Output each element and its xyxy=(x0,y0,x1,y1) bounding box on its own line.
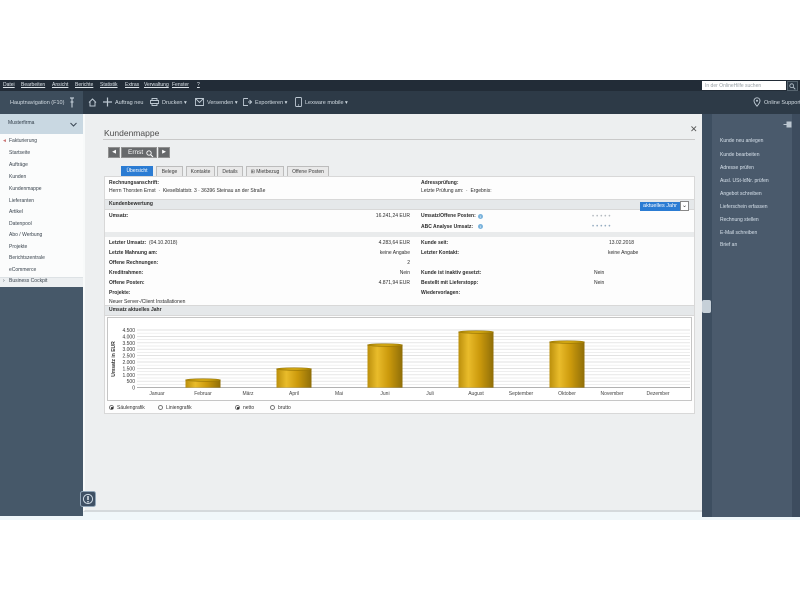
svg-text:1.500: 1.500 xyxy=(122,366,135,372)
svg-text:3.000: 3.000 xyxy=(122,347,135,353)
svg-text:August: August xyxy=(468,391,484,397)
svg-text:November: November xyxy=(600,391,623,397)
svg-text:2.000: 2.000 xyxy=(122,360,135,366)
svg-text:Mai: Mai xyxy=(335,391,343,397)
svg-text:0: 0 xyxy=(132,386,135,392)
svg-text:Oktober: Oktober xyxy=(558,391,576,397)
svg-text:2.500: 2.500 xyxy=(122,354,135,360)
svg-text:500: 500 xyxy=(127,379,136,385)
svg-text:3.500: 3.500 xyxy=(122,341,135,347)
svg-text:Dezember: Dezember xyxy=(646,391,669,397)
svg-text:Januar: Januar xyxy=(149,391,165,397)
svg-text:April: April xyxy=(289,391,299,397)
svg-text:März: März xyxy=(242,391,254,397)
svg-text:Februar: Februar xyxy=(194,391,212,397)
svg-text:Umsatz in EUR: Umsatz in EUR xyxy=(111,341,117,377)
svg-text:Juni: Juni xyxy=(380,391,389,397)
svg-text:Juli: Juli xyxy=(426,391,434,397)
svg-text:September: September xyxy=(509,391,534,397)
svg-text:1.000: 1.000 xyxy=(122,373,135,379)
svg-text:4.000: 4.000 xyxy=(122,334,135,340)
svg-text:4.500: 4.500 xyxy=(122,328,135,334)
